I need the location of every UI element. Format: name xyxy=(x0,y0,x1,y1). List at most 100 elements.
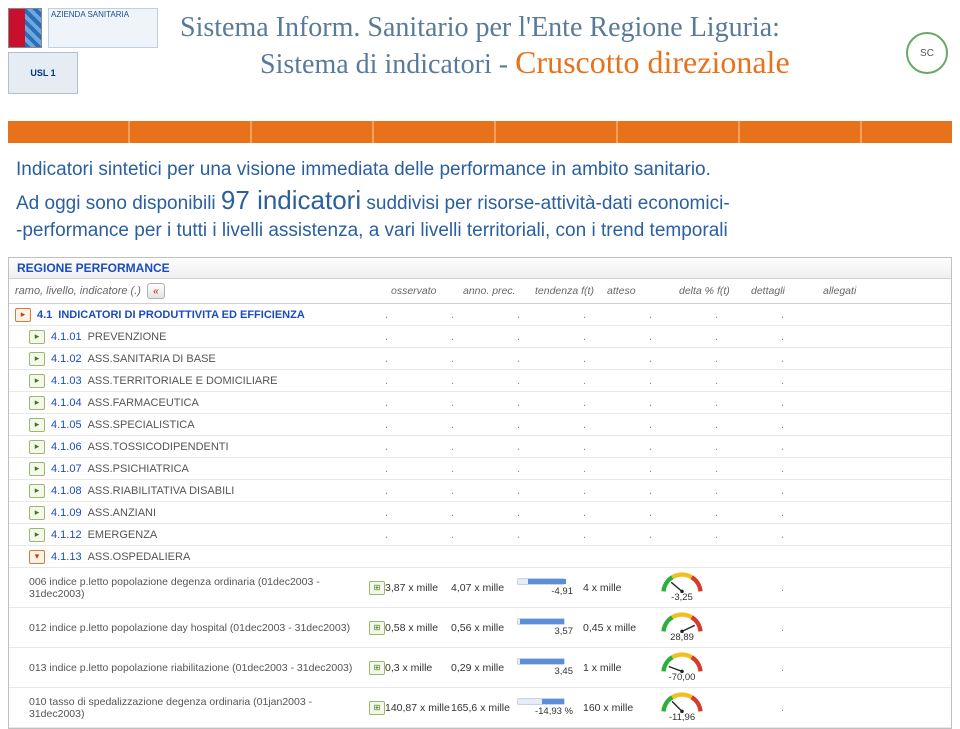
expand-leaf-icon[interactable]: ▸ xyxy=(29,374,45,388)
panel-title: REGIONE PERFORMANCE xyxy=(9,258,951,279)
dash: . xyxy=(451,353,517,365)
indicator-data-row: 012 indice p.letto popolazione day hospi… xyxy=(9,608,951,648)
val-allegati: . xyxy=(781,662,811,674)
leaf-name: ASS.TERRITORIALE E DOMICILIARE xyxy=(88,375,278,387)
azienda-logo: AZIENDA SANITARIA xyxy=(48,8,158,48)
sc-circle-logo: SC xyxy=(906,32,948,74)
dash: . xyxy=(781,375,829,387)
leaf-row[interactable]: ▸4.1.07ASS.PSICHIATRICA....... xyxy=(9,458,951,480)
leaf-row[interactable]: ▸4.1.09ASS.ANZIANI....... xyxy=(9,502,951,524)
export-excel-icon[interactable]: ⊞ xyxy=(369,701,385,715)
leaf-row[interactable]: ▸4.1.08ASS.RIABILITATIVA DISABILI....... xyxy=(9,480,951,502)
dash: . xyxy=(649,485,715,497)
val-atteso: 160 x mille xyxy=(583,702,649,714)
leaf-row[interactable]: ▸4.1.01PREVENZIONE....... xyxy=(9,326,951,348)
leaf-name: ASS.FARMACEUTICA xyxy=(88,397,199,409)
expand-leaf-icon[interactable]: ▸ xyxy=(29,440,45,454)
expand-leaf-icon[interactable]: ▸ xyxy=(29,506,45,520)
leaf-code: 4.1.07 xyxy=(51,463,82,475)
dash: . xyxy=(385,529,451,541)
expand-section-icon[interactable]: ▸ xyxy=(15,308,31,322)
leaf-name: ASS.SPECIALISTICA xyxy=(88,419,195,431)
dash: . xyxy=(385,485,451,497)
regione-shield-logo xyxy=(8,8,42,48)
collapse-leaf-icon[interactable]: ▾ xyxy=(29,550,45,564)
trend-value: 3,57 xyxy=(555,626,584,637)
indicator-desc: 013 indice p.letto popolazione riabilita… xyxy=(29,662,363,674)
section-name: INDICATORI DI PRODUTTIVITA ED EFFICIENZA xyxy=(58,309,304,321)
dash: . xyxy=(649,529,715,541)
leaf-code: 4.1.06 xyxy=(51,441,82,453)
leaf-name: ASS.SANITARIA DI BASE xyxy=(88,353,216,365)
dash: . xyxy=(517,309,583,321)
dash: . xyxy=(583,309,649,321)
leaf-row[interactable]: ▸4.1.12EMERGENZA....... xyxy=(9,524,951,546)
panel-column-header: ramo, livello, indicatore (.) « osservat… xyxy=(9,279,951,304)
dash: . xyxy=(649,463,715,475)
leaf-row[interactable]: ▸4.1.05ASS.SPECIALISTICA....... xyxy=(9,414,951,436)
section-row-4-1[interactable]: ▸ 4.1 INDICATORI DI PRODUTTIVITA ED EFFI… xyxy=(9,304,951,326)
dash: . xyxy=(451,463,517,475)
dash: . xyxy=(781,309,829,321)
dash: . xyxy=(451,529,517,541)
expand-leaf-icon[interactable]: ▸ xyxy=(29,330,45,344)
dash: . xyxy=(649,397,715,409)
delta-gauge-cell: -70,00 xyxy=(649,652,715,683)
leaf-row[interactable]: ▸4.1.06ASS.TOSSICODIPENDENTI....... xyxy=(9,436,951,458)
dash: . xyxy=(583,353,649,365)
dash: . xyxy=(781,463,829,475)
dash: . xyxy=(649,353,715,365)
delta-gauge-cell: -11,96 xyxy=(649,692,715,723)
expand-leaf-icon[interactable]: ▸ xyxy=(29,462,45,476)
leaf-code: 4.1.09 xyxy=(51,507,82,519)
dash: . xyxy=(451,441,517,453)
col-atteso: atteso xyxy=(607,285,673,297)
val-anno-prec: 0,29 x mille xyxy=(451,662,517,674)
dash: . xyxy=(715,375,781,387)
indicator-count: 97 indicatori xyxy=(221,185,361,215)
val-allegati: . xyxy=(781,702,811,714)
dash: . xyxy=(781,507,829,519)
intro-line2a: Ad oggi sono disponibili xyxy=(16,193,221,214)
leaf-row-expanded[interactable]: ▾ 4.1.13 ASS.OSPEDALIERA xyxy=(9,546,951,568)
dash: . xyxy=(385,463,451,475)
leaf-row[interactable]: ▸4.1.03ASS.TERRITORIALE E DOMICILIARE...… xyxy=(9,370,951,392)
gauge-icon xyxy=(657,652,707,672)
dash: . xyxy=(781,353,829,365)
dash: . xyxy=(715,419,781,431)
leaf-row[interactable]: ▸4.1.02ASS.SANITARIA DI BASE....... xyxy=(9,348,951,370)
expand-leaf-icon[interactable]: ▸ xyxy=(29,484,45,498)
expand-leaf-icon[interactable]: ▸ xyxy=(29,418,45,432)
trend-cell: -4,91 xyxy=(517,578,583,597)
col-osservato: osservato xyxy=(391,285,457,297)
expand-leaf-icon[interactable]: ▸ xyxy=(29,528,45,542)
subtitle-prefix: Sistema di indicatori - xyxy=(260,49,515,80)
dash: . xyxy=(517,485,583,497)
col-tendenza: tendenza f(t) xyxy=(535,285,601,297)
export-excel-icon[interactable]: ⊞ xyxy=(369,621,385,635)
col-delta: delta % f(t) xyxy=(679,285,745,297)
expand-leaf-icon[interactable]: ▸ xyxy=(29,396,45,410)
leaf-code: 4.1.08 xyxy=(51,485,82,497)
export-excel-icon[interactable]: ⊞ xyxy=(369,581,385,595)
val-allegati: . xyxy=(781,582,811,594)
dash: . xyxy=(715,331,781,343)
leaf-name: ASS.OSPEDALIERA xyxy=(88,551,191,563)
leaf-row[interactable]: ▸4.1.04ASS.FARMACEUTICA....... xyxy=(9,392,951,414)
dash: . xyxy=(385,419,451,431)
dash: . xyxy=(385,353,451,365)
dash: . xyxy=(583,419,649,431)
dash: . xyxy=(583,331,649,343)
dash: . xyxy=(517,419,583,431)
dash: . xyxy=(715,463,781,475)
dash: . xyxy=(451,331,517,343)
dash: . xyxy=(385,507,451,519)
expand-leaf-icon[interactable]: ▸ xyxy=(29,352,45,366)
val-osservato: 140,87 x mille xyxy=(385,702,451,714)
slide-header: AZIENDA SANITARIA USL 1 SC Sistema Infor… xyxy=(0,0,960,115)
collapse-all-button[interactable]: « xyxy=(147,283,165,299)
dash: . xyxy=(715,397,781,409)
dash: . xyxy=(583,485,649,497)
export-excel-icon[interactable]: ⊞ xyxy=(369,661,385,675)
trend-value: -4,91 xyxy=(551,586,583,597)
